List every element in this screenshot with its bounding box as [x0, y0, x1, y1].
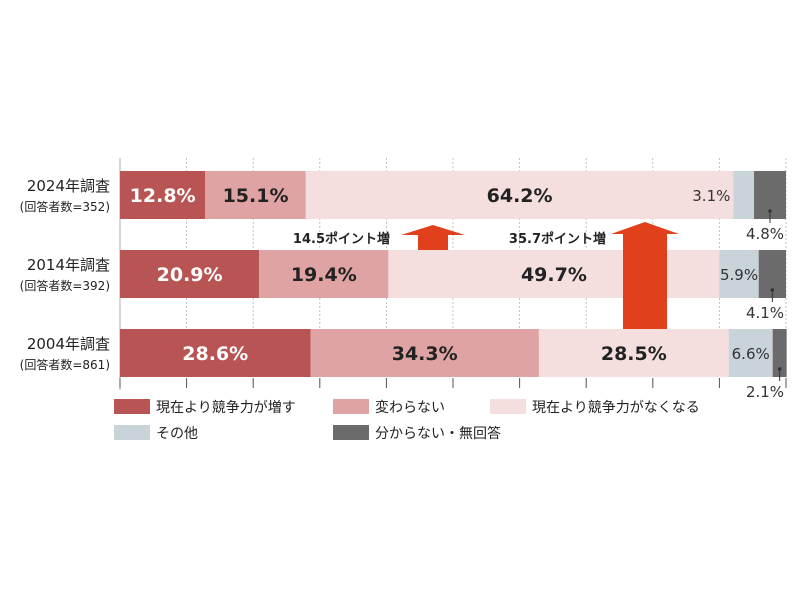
- bar-segment: [305, 171, 734, 219]
- bar-segment: [205, 171, 306, 219]
- leader-dot: [770, 288, 775, 292]
- legend-item: その他: [114, 425, 198, 442]
- bar-segment: [310, 329, 539, 377]
- bar-segment: [120, 171, 206, 219]
- data-label: 64.2%: [487, 185, 553, 207]
- bar-segment: [538, 329, 729, 377]
- bar-segment: [772, 329, 787, 377]
- legend-swatch: [114, 425, 150, 440]
- data-label: 2.1%: [746, 383, 784, 401]
- bar-segment: [733, 171, 755, 219]
- data-label: 4.8%: [746, 225, 784, 243]
- category-sublabel: (回答者数=352): [20, 199, 110, 214]
- category-sublabel: (回答者数=861): [20, 357, 110, 372]
- legend-swatch: [333, 399, 369, 414]
- category-label: 2024年調査: [27, 177, 110, 195]
- data-label: 15.1%: [223, 185, 289, 207]
- data-label: 12.8%: [130, 185, 196, 207]
- data-label: 6.6%: [732, 345, 770, 363]
- category-label: 2004年調査: [27, 335, 110, 353]
- legend-label: 分からない・無回答: [375, 425, 501, 442]
- leader-dot: [777, 367, 782, 371]
- data-label: 28.6%: [182, 343, 248, 365]
- category-sublabel: (回答者数=392): [20, 278, 110, 293]
- legend-item: 現在より競争力が増す: [114, 399, 296, 416]
- bar-segment: [120, 329, 311, 377]
- bar-segment: [259, 250, 389, 298]
- annotation-label: 14.5ポイント増: [293, 231, 390, 247]
- legend-swatch: [490, 399, 526, 414]
- legend-item: 現在より競争力がなくなる: [490, 399, 700, 416]
- legend-label: その他: [156, 426, 198, 442]
- legend-swatch: [114, 399, 150, 414]
- category-label: 2014年調査: [27, 256, 110, 274]
- legend-item: 変わらない: [333, 399, 445, 416]
- legend-label: 現在より競争力がなくなる: [532, 400, 700, 416]
- bar-segment: [719, 250, 759, 298]
- data-label: 28.5%: [601, 343, 667, 365]
- data-label: 34.3%: [392, 343, 458, 365]
- legend-swatch: [333, 425, 369, 440]
- bar-segment: [728, 329, 773, 377]
- data-label: 20.9%: [157, 264, 223, 286]
- legend-label: 変わらない: [375, 399, 445, 416]
- bars-layer: 12.8% 15.1% 64.2% 3.1% 4.8% 20.9% 19.4% 49.7% 5.…: [120, 171, 787, 401]
- legend-label: 現在より競争力が増す: [156, 400, 296, 416]
- category-labels: 2024年調査 (回答者数=352) 2014年調査 (回答者数=392) 2004年調…: [20, 177, 110, 372]
- data-label: 19.4%: [291, 264, 357, 286]
- legend-item: 分からない・無回答: [333, 425, 501, 442]
- increase-arrow-icon: [611, 222, 679, 329]
- data-label: 5.9%: [720, 266, 758, 284]
- increase-arrow-icon: [401, 225, 465, 250]
- annotation-arrows: 14.5ポイント増 35.7ポイント増: [293, 222, 679, 329]
- data-label: 49.7%: [521, 264, 587, 286]
- data-label: 4.1%: [746, 304, 784, 322]
- data-label: 3.1%: [692, 187, 730, 205]
- leader-dot: [768, 209, 772, 213]
- annotation-label: 35.7ポイント増: [509, 231, 606, 247]
- bar-segment: [120, 250, 260, 298]
